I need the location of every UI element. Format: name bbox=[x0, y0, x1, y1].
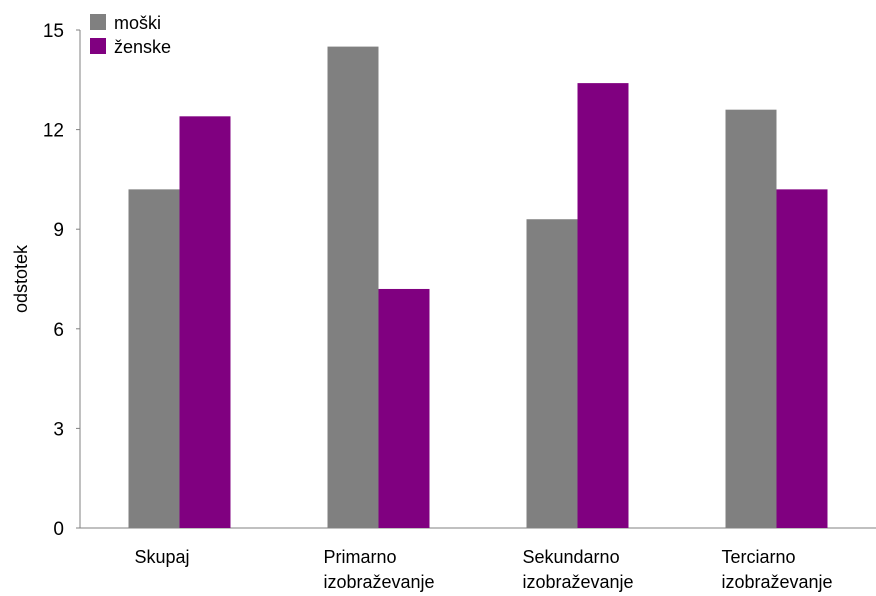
bar-moski-1 bbox=[327, 46, 379, 528]
bar-zenske-1 bbox=[378, 288, 430, 528]
bar-moski-2 bbox=[526, 219, 578, 529]
category-label-line: Sekundarno bbox=[523, 547, 620, 567]
category-label: Skupaj bbox=[135, 547, 190, 567]
bar-zenske-2 bbox=[577, 83, 629, 529]
bars bbox=[128, 46, 828, 529]
bar-zenske-3 bbox=[776, 189, 828, 529]
category-label: Terciarno izobraževanje bbox=[722, 547, 833, 592]
legend-label: moški bbox=[114, 13, 161, 33]
y-tick-label: 6 bbox=[53, 320, 64, 341]
category-label: Primarno izobraževanje bbox=[324, 547, 435, 592]
category-label-line: izobraževanje bbox=[722, 572, 833, 592]
legend-label: ženske bbox=[114, 37, 171, 57]
legend: moški ženske bbox=[90, 13, 171, 57]
y-tick-label: 0 bbox=[53, 519, 64, 540]
category-label-line: Terciarno bbox=[722, 547, 796, 567]
y-tick-label: 3 bbox=[53, 419, 64, 440]
category-label-line: izobraževanje bbox=[324, 572, 435, 592]
category-label: Sekundarno izobraževanje bbox=[523, 547, 634, 592]
category-labels: Skupaj Primarno izobraževanje Sekundarno izo… bbox=[135, 547, 833, 592]
bar-moski-0 bbox=[128, 189, 180, 529]
bar-moski-3 bbox=[725, 109, 777, 529]
legend-swatch bbox=[90, 14, 106, 30]
y-tick-label: 12 bbox=[43, 121, 64, 142]
bar-zenske-0 bbox=[179, 116, 231, 528]
legend-swatch bbox=[90, 38, 106, 54]
y-tick-label: 9 bbox=[53, 220, 64, 241]
category-label-line: Primarno bbox=[324, 547, 397, 567]
category-label-line: izobraževanje bbox=[523, 572, 634, 592]
y-axis-label: odstotek bbox=[11, 244, 31, 313]
category-label-line: Skupaj bbox=[135, 547, 190, 567]
y-tick-label: 15 bbox=[43, 21, 64, 42]
